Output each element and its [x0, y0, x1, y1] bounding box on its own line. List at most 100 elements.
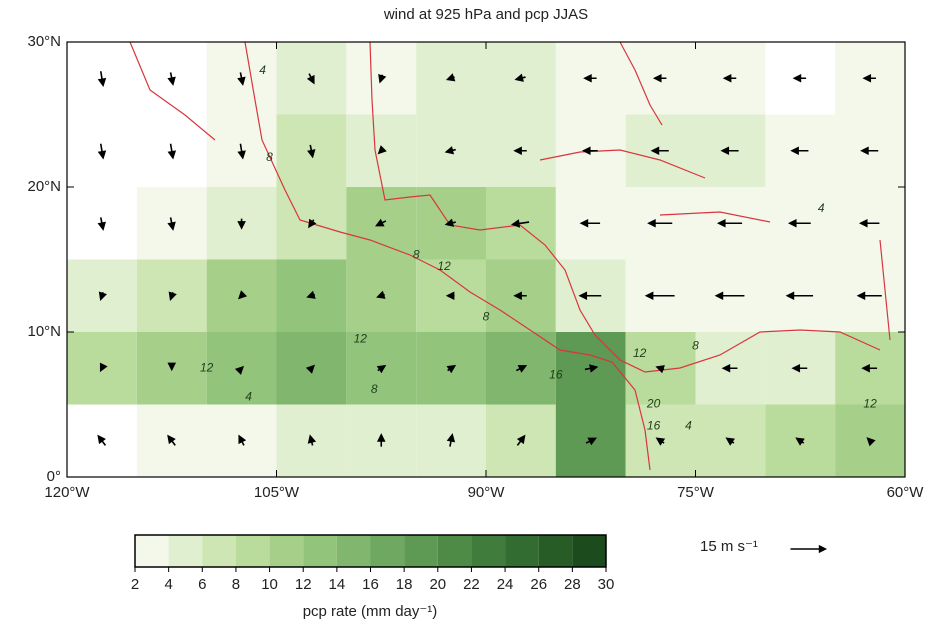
wind-arrow: [167, 434, 176, 446]
wind-arrow: [791, 363, 808, 373]
map-title: wind at 925 hPa and pcp JJAS: [383, 6, 588, 23]
contour-label: 12: [863, 397, 877, 411]
wind-arrow: [98, 291, 107, 301]
wind-arrow: [513, 291, 527, 301]
wind-arrow: [721, 363, 738, 373]
wind-arrow: [167, 362, 177, 372]
wind-arrow: [650, 146, 669, 156]
wind-arrow: [97, 217, 106, 231]
wind-arrow: [237, 143, 246, 160]
contour-label: 12: [354, 331, 368, 345]
wind-arrow: [725, 437, 735, 446]
colorbar-tick-label: 28: [564, 576, 581, 593]
wind-arrow: [167, 72, 176, 86]
contour-label: 8: [371, 382, 378, 396]
x-tick-label: 75°W: [677, 484, 715, 501]
y-tick-label: 10°N: [27, 323, 61, 340]
wind-arrow: [714, 291, 745, 301]
colorbar-bin: [437, 535, 472, 567]
wind-arrow: [97, 434, 107, 446]
contour-label: 4: [818, 201, 825, 215]
colorbar-tick-label: 22: [463, 576, 480, 593]
wind-arrow: [374, 218, 387, 227]
wind-arrow: [792, 73, 807, 83]
wind-arrow: [785, 291, 814, 301]
wind-arrow: [578, 291, 602, 301]
wind-arrow: [97, 71, 107, 88]
contour-label: 4: [259, 63, 266, 77]
wind-arrow: [168, 291, 177, 301]
wind-arrow: [167, 217, 176, 231]
y-tick-label: 0°: [47, 468, 61, 485]
wind-arrow: [585, 437, 598, 446]
wind-arrow: [579, 218, 601, 228]
wind-arrow: [514, 73, 526, 82]
wind-arrow: [444, 146, 456, 155]
wind-arrow: [862, 73, 876, 83]
wind-arrow: [377, 145, 387, 155]
contour-label: 4: [685, 418, 692, 432]
wind-arrow: [237, 72, 246, 86]
contour-label: 20: [646, 397, 661, 411]
wind-arrow: [237, 218, 246, 230]
colorbar-title: pcp rate (mm day⁻¹): [303, 603, 438, 620]
wind-arrow: [234, 365, 245, 375]
colorbar-tick-label: 24: [497, 576, 514, 593]
wind-arrow: [861, 363, 878, 373]
wind-arrow: [445, 291, 455, 301]
colorbar-tick-label: 14: [329, 576, 346, 593]
wind-arrow: [238, 434, 247, 446]
wind-arrow: [307, 434, 317, 446]
wind-arrow: [97, 143, 107, 160]
wind-arrow: [647, 218, 673, 228]
wind-arrow: [787, 218, 811, 228]
contour-label: 16: [549, 368, 563, 382]
contour-label: 8: [266, 150, 273, 164]
contour-label: 12: [633, 346, 647, 360]
contour-label: 16: [647, 418, 661, 432]
reference-vector-label: 15 m s⁻¹: [700, 538, 758, 555]
reference-vector: [790, 544, 828, 554]
wind-arrow: [444, 218, 456, 227]
wind-arrow: [655, 437, 666, 446]
wind-arrow: [720, 146, 739, 156]
colorbar-bin: [336, 535, 371, 567]
contour-label: 12: [437, 259, 451, 273]
wind-arrow: [856, 291, 882, 301]
wind-arrow: [513, 146, 527, 156]
wind-arrow: [306, 73, 315, 85]
colorbar-bin: [505, 535, 539, 567]
colorbar-tick-label: 16: [362, 576, 379, 593]
y-tick-label: 30°N: [27, 33, 61, 50]
wind-arrow: [446, 364, 457, 374]
colorbar-bin: [269, 535, 304, 567]
colorbar-bin: [168, 535, 203, 567]
wind-arrow: [376, 364, 387, 374]
colorbar-bin: [202, 535, 236, 567]
x-tick-label: 120°W: [44, 484, 90, 501]
x-tick-label: 60°W: [887, 484, 925, 501]
colorbar-tick-label: 12: [295, 576, 312, 593]
wind-arrow: [858, 218, 880, 228]
wind-arrow: [515, 365, 528, 373]
wind-arrow: [655, 365, 665, 374]
wind-arrow: [510, 219, 530, 228]
wind-arrow: [516, 434, 526, 446]
colorbar-bin: [404, 535, 438, 567]
wind-arrow: [644, 291, 675, 301]
wind-arrow: [795, 437, 805, 446]
colorbar-tick-label: 18: [396, 576, 413, 593]
wind-arrow: [866, 437, 876, 447]
contour-label: 8: [483, 310, 490, 324]
wind-arrow: [446, 433, 456, 447]
wind-arrow: [308, 218, 317, 229]
colorbar-bin: [303, 535, 337, 567]
contour-label: 12: [200, 360, 214, 374]
colorbar-tick-label: 6: [198, 576, 206, 593]
wind-arrow: [376, 433, 386, 447]
wind-arrow: [306, 290, 316, 299]
colorbar-tick-label: 10: [261, 576, 278, 593]
wind-arrow: [860, 146, 879, 156]
wind-arrow: [581, 146, 598, 156]
